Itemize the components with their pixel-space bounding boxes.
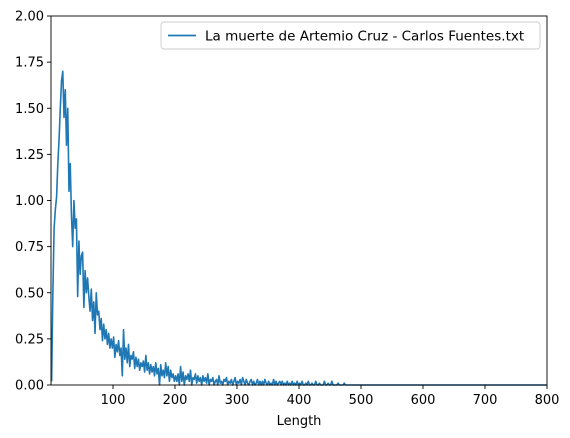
y-tick-label: 1.75: [15, 56, 44, 71]
x-tick-label: 400: [287, 393, 312, 408]
legend-box: [160, 21, 541, 50]
x-tick-label: 500: [349, 393, 374, 408]
y-tick-label: 0.50: [15, 286, 44, 301]
legend: La muerte de Artemio Cruz - Carlos Fuent…: [160, 21, 541, 50]
x-tick-label: 100: [101, 393, 126, 408]
x-tick-label: 800: [535, 393, 560, 408]
legend-label: La muerte de Artemio Cruz - Carlos Fuent…: [205, 29, 524, 45]
y-tick-label: 2.00: [15, 10, 44, 25]
x-tick-label: 600: [411, 393, 436, 408]
x-tick-label: 700: [473, 393, 498, 408]
y-tick-label: 0.75: [15, 240, 44, 255]
y-tick-label: 1.00: [15, 194, 44, 209]
y-tick-label: 1.25: [15, 148, 44, 163]
y-tick-label: 0.25: [15, 332, 44, 347]
y-axis-ticks: 0.00 0.25 0.50 0.75 1.00 1.25 1.50 1.75 2.00: [15, 10, 51, 394]
y-tick-label: 0.00: [15, 379, 44, 394]
x-axis-title: Length: [277, 414, 322, 429]
y-tick-label: 1.50: [15, 102, 44, 117]
x-axis-ticks: 100 200 300 400 500 600 700 800: [101, 385, 560, 408]
x-tick-label: 200: [163, 393, 188, 408]
x-tick-label: 300: [225, 393, 250, 408]
axes-frame: [50, 15, 548, 386]
